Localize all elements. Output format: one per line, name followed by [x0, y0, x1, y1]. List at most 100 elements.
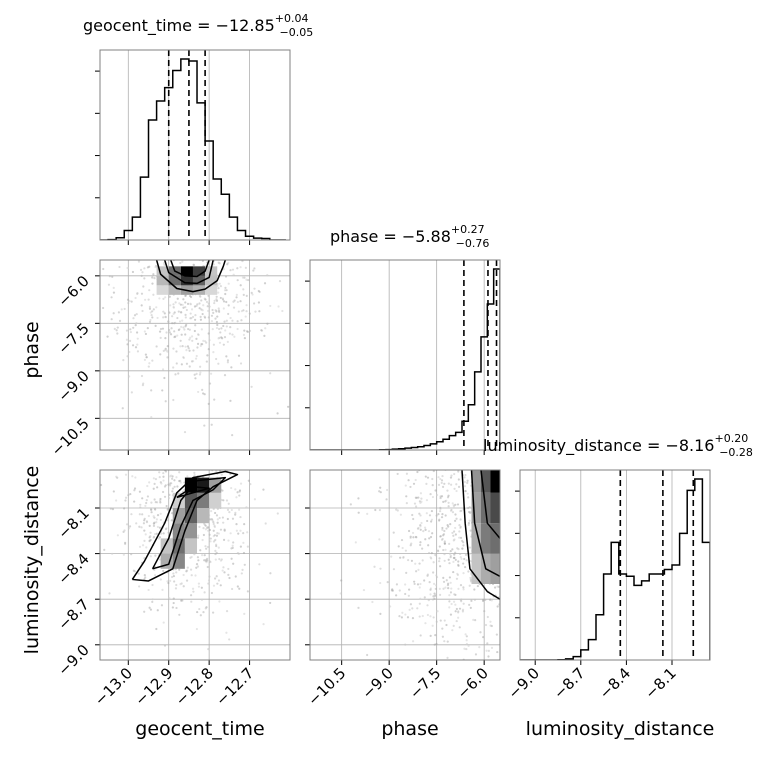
joint-geocent_time-phase-scatter-point [229, 269, 232, 272]
joint-geocent_time-phase-scatter-point [194, 357, 198, 360]
joint-phase-luminosity_distance-scatter-point [512, 465, 514, 467]
joint-geocent_time-phase-scatter-point [190, 177, 192, 179]
joint-phase-luminosity_distance-scatter-point [447, 501, 450, 504]
joint-geocent_time-phase-scatter-point [183, 253, 185, 255]
joint-phase-luminosity_distance-scatter-point [422, 380, 424, 382]
joint-geocent_time-luminosity_distance-scatter-point [149, 538, 152, 542]
joint-geocent_time-luminosity_distance-scatter-point [146, 457, 148, 459]
joint-geocent_time-phase-scatter-point [193, 305, 197, 308]
joint-geocent_time-phase-scatter-point [235, 293, 238, 296]
joint-phase-luminosity_distance-scatter-point [454, 467, 456, 469]
joint-phase-luminosity_distance-scatter-point [398, 589, 401, 592]
joint-geocent_time-luminosity_distance-scatter-point [227, 573, 230, 576]
joint-geocent_time-phase-scatter-point [107, 283, 111, 286]
joint-geocent_time-phase-scatter-point [237, 310, 240, 313]
joint-geocent_time-luminosity_distance-scatter-point [225, 499, 229, 502]
joint-phase-luminosity_distance-scatter-point [430, 509, 434, 513]
joint-phase-luminosity_distance-scatter-point [462, 602, 465, 605]
joint-geocent_time-luminosity_distance-scatter-point [153, 574, 157, 577]
joint-geocent_time-phase-scatter-point [102, 267, 105, 271]
joint-geocent_time-phase-scatter-point [193, 329, 196, 333]
joint-phase-luminosity_distance-scatter-point [404, 583, 407, 586]
joint-geocent_time-phase-scatter-point [223, 374, 227, 377]
joint-geocent_time-luminosity_distance-scatter-point [144, 576, 147, 579]
joint-phase-luminosity_distance-scatter-point [469, 578, 472, 581]
joint-phase-luminosity_distance-scatter-point [430, 466, 432, 468]
joint-phase-luminosity_distance-scatter-point [447, 505, 450, 508]
joint-phase-luminosity_distance-scatter-point [442, 533, 446, 536]
joint-phase-luminosity_distance-scatter-point [398, 615, 401, 618]
joint-geocent_time-phase-scatter-point [233, 299, 236, 302]
joint-geocent_time-luminosity_distance-scatter-point [200, 598, 204, 601]
joint-phase-luminosity_distance-scatter-point [357, 606, 360, 609]
joint-phase-luminosity_distance-scatter-point [442, 580, 446, 583]
joint-phase-luminosity_distance-scatter-point [405, 502, 408, 505]
joint-geocent_time-luminosity_distance-scatter-point [194, 574, 197, 577]
joint-geocent_time-phase-scatter-point [169, 304, 172, 307]
joint-phase-luminosity_distance-density-cell [481, 470, 491, 493]
joint-geocent_time-phase-scatter-point [135, 312, 138, 316]
joint-geocent_time-phase-scatter-point [191, 245, 193, 247]
joint-phase-luminosity_distance-scatter-point [440, 516, 444, 519]
joint-geocent_time-phase-scatter-point [139, 268, 143, 272]
joint-geocent_time-phase-density-cell [168, 285, 181, 295]
joint-geocent_time-luminosity_distance-scatter-point [132, 569, 135, 572]
joint-geocent_time-phase-scatter-point [176, 236, 178, 238]
joint-geocent_time-phase-scatter-point [181, 254, 183, 256]
joint-phase-luminosity_distance-scatter-point [486, 615, 489, 619]
joint-phase-luminosity_distance-scatter-point [442, 587, 445, 590]
joint-phase-luminosity_distance-scatter-point [465, 559, 468, 562]
joint-geocent_time-luminosity_distance-scatter-point [171, 512, 174, 515]
joint-phase-luminosity_distance-scatter-point [439, 565, 442, 568]
joint-geocent_time-phase-scatter-point [184, 325, 187, 328]
joint-phase-luminosity_distance-scatter-point [441, 627, 444, 630]
joint-phase-luminosity_distance-scatter-point [459, 525, 462, 528]
joint-geocent_time-phase-scatter-point [121, 407, 124, 410]
joint-geocent_time-phase-scatter-point [155, 306, 158, 309]
joint-phase-luminosity_distance-scatter-point [414, 444, 416, 446]
joint-phase-luminosity_distance-scatter-point [441, 513, 444, 516]
joint-phase-luminosity_distance-scatter-point [496, 650, 499, 654]
joint-geocent_time-phase-scatter-point [164, 315, 167, 318]
joint-geocent_time-phase-scatter-point [156, 316, 159, 320]
joint-geocent_time-phase-scatter-point [207, 249, 209, 251]
joint-geocent_time-luminosity_distance-scatter-point [127, 494, 130, 497]
joint-phase-luminosity_distance-scatter-point [424, 528, 427, 531]
joint-geocent_time-phase-scatter-point [281, 309, 284, 313]
joint-geocent_time-phase-scatter-point [189, 317, 192, 320]
joint-geocent_time-luminosity_distance-scatter-point [168, 597, 171, 600]
joint-phase-luminosity_distance-scatter-point [572, 608, 574, 610]
title-luminosity-distance-median: −8.16 [665, 436, 714, 455]
joint-phase-luminosity_distance-scatter-point [448, 552, 452, 556]
joint-geocent_time-phase-scatter-point [133, 314, 137, 317]
joint-phase-luminosity_distance-scatter-point [482, 636, 485, 639]
joint-phase-luminosity_distance-scatter-point [478, 646, 481, 649]
joint-geocent_time-phase-scatter-point [188, 338, 191, 341]
joint-phase-luminosity_distance-scatter-point [413, 582, 416, 586]
joint-phase-luminosity_distance-scatter-point [529, 497, 531, 499]
joint-geocent_time-luminosity_distance-scatter-point [230, 508, 233, 512]
joint-geocent_time-luminosity_distance-scatter-point [218, 600, 221, 603]
joint-geocent_time-luminosity_distance-scatter-point [192, 435, 194, 437]
joint-geocent_time-phase-scatter-point [201, 256, 203, 258]
joint-phase-luminosity_distance-scatter-point [454, 551, 457, 554]
joint-geocent_time-phase-scatter-point [151, 316, 154, 319]
joint-geocent_time-luminosity_distance-scatter-point [209, 560, 212, 564]
joint-geocent_time-luminosity_distance-scatter-point [198, 525, 201, 528]
joint-geocent_time-phase-scatter-point [146, 326, 149, 330]
joint-geocent_time-luminosity_distance-scatter-point [177, 447, 179, 449]
joint-geocent_time-phase-scatter-point [200, 299, 203, 302]
joint-phase-luminosity_distance-scatter-point [419, 634, 422, 637]
joint-geocent_time-luminosity_distance-scatter-point [108, 592, 111, 595]
joint-phase-luminosity_distance-scatter-point [447, 587, 450, 590]
joint-geocent_time-luminosity_distance-scatter-point [207, 582, 210, 585]
joint-geocent_time-luminosity_distance-scatter-point [209, 537, 212, 540]
joint-geocent_time-luminosity_distance-scatter-point [124, 473, 128, 476]
joint-geocent_time-luminosity_distance-scatter-point [159, 578, 162, 581]
joint-geocent_time-luminosity_distance-scatter-point [130, 553, 133, 556]
joint-geocent_time-phase-scatter-point [222, 267, 225, 271]
joint-phase-luminosity_distance-scatter-point [506, 468, 508, 470]
joint-geocent_time-luminosity_distance-scatter-point [212, 521, 215, 524]
joint-geocent_time-phase-scatter-point [202, 339, 205, 342]
panel-hist-geocent-time [95, 49, 291, 245]
